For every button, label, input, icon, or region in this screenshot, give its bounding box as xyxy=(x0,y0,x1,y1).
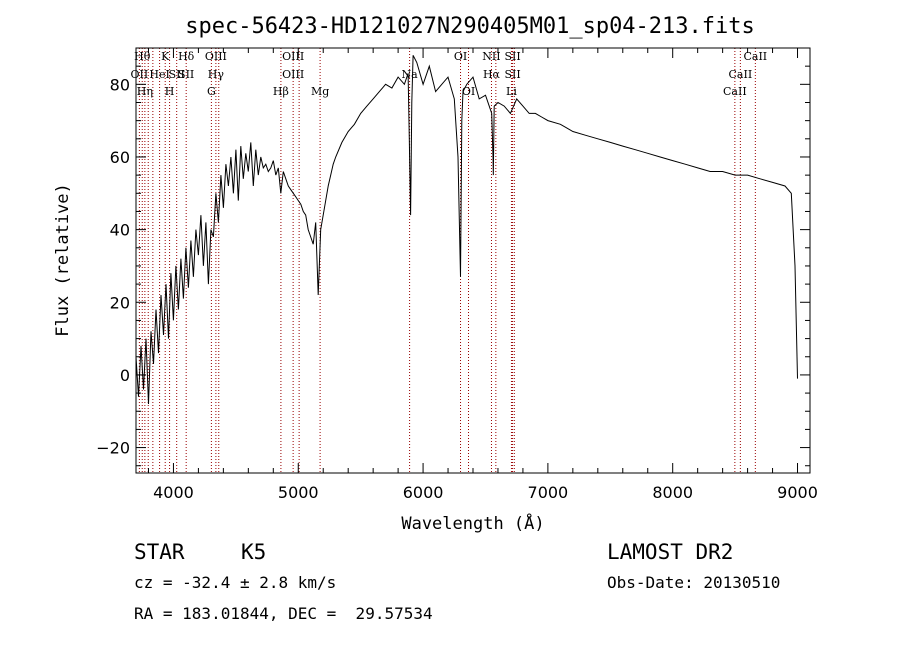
x-axis-ticks: 4000 5000 6000 7000 8000 9000 xyxy=(147,48,818,502)
line-label: OIII xyxy=(205,50,227,63)
line-label: Na xyxy=(402,68,419,81)
line-label: SII xyxy=(504,68,520,81)
x-tick-label: 6000 xyxy=(403,483,444,502)
coordinates: RA = 183.01844, DEC = 29.57534 xyxy=(134,604,433,623)
line-label: G xyxy=(207,85,216,98)
y-tick-label: 20 xyxy=(110,293,130,312)
x-tick-label: 8000 xyxy=(652,483,693,502)
line-label: OI xyxy=(454,50,467,63)
line-label: SII xyxy=(504,50,520,63)
plot-frame xyxy=(135,47,811,474)
y-tick-label: −20 xyxy=(96,439,130,458)
line-label: Mg xyxy=(311,85,329,98)
spectral-line-labels: OIIHθHηHeIKHSIIHδSIIGOIIIHγHβOIIIOIIIMgN… xyxy=(131,50,768,98)
y-axis-ticks: −20 0 20 40 60 80 xyxy=(96,65,810,467)
y-tick-label: 80 xyxy=(110,75,130,94)
spectrum-series-line xyxy=(135,55,798,405)
x-axis-label: Wavelength (Å) xyxy=(401,512,544,534)
line-label: CaII xyxy=(743,50,767,63)
line-label: Hη xyxy=(137,85,153,98)
object-class: STAR xyxy=(134,540,185,564)
line-label: Li xyxy=(506,85,517,98)
line-label: Hβ xyxy=(273,85,289,98)
line-label: H xyxy=(165,85,175,98)
line-label: SII xyxy=(169,68,185,81)
y-tick-label: 0 xyxy=(120,366,130,385)
survey-name: LAMOST DR2 xyxy=(607,540,734,564)
line-label: Hγ xyxy=(208,68,225,81)
x-tick-label: 9000 xyxy=(777,483,818,502)
y-tick-label: 60 xyxy=(110,148,130,167)
line-label: HeI xyxy=(149,68,169,81)
x-tick-label: 4000 xyxy=(153,483,194,502)
line-label: Hδ xyxy=(178,50,195,63)
spectral-line-markers xyxy=(138,48,756,473)
line-label: K xyxy=(161,50,170,63)
line-label: Hθ xyxy=(134,50,151,63)
line-label: Hα xyxy=(483,68,501,81)
y-tick-label: 40 xyxy=(110,221,130,240)
x-tick-label: 7000 xyxy=(528,483,569,502)
object-subclass: K5 xyxy=(241,540,267,564)
line-label: OII xyxy=(131,68,149,81)
line-label: SII xyxy=(178,68,194,81)
line-label: OI xyxy=(462,85,475,98)
redshift-cz: cz = -32.4 ± 2.8 km/s xyxy=(134,573,337,592)
line-label: CaII xyxy=(723,85,747,98)
x-tick-label: 5000 xyxy=(278,483,319,502)
obs-date: Obs-Date: 20130510 xyxy=(607,573,781,592)
chart-title: spec-56423-HD121027N290405M01_sp04-213.f… xyxy=(185,14,755,39)
line-label: NII xyxy=(482,50,500,63)
line-label: OIII xyxy=(282,68,304,81)
y-axis-label: Flux (relative) xyxy=(53,183,73,337)
line-label: OIII xyxy=(282,50,304,63)
line-label: CaII xyxy=(729,68,753,81)
